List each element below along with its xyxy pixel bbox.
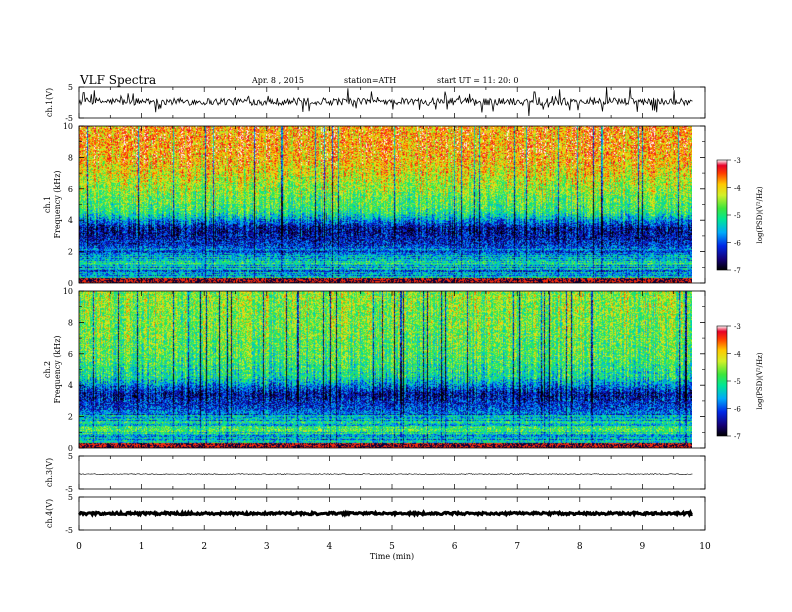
ch1-waveform-ytick-label: -5 bbox=[65, 114, 73, 123]
ch4-waveform-ytick-label: -5 bbox=[65, 526, 73, 535]
ch2-spectrogram-ytick-label: 4 bbox=[68, 381, 73, 390]
ch1-spectrogram-colorbar-tick-label: -3 bbox=[734, 157, 741, 165]
date-label: Apr. 8 , 2015 bbox=[251, 76, 304, 85]
time-tick-label: 7 bbox=[514, 542, 520, 552]
ch1-spectrogram-ytick-label: 0 bbox=[68, 279, 73, 288]
ch3-waveform-panel: 5 -5 ch.3(V) bbox=[45, 452, 706, 494]
time-tick-label: 2 bbox=[201, 542, 207, 552]
ch2-spectrogram-raster bbox=[79, 291, 692, 448]
time-tick-label: 4 bbox=[327, 542, 333, 552]
ch4-waveform-ylabel: ch.4(V) bbox=[45, 499, 54, 528]
ch1-spectrogram-ylabel: Frequency (kHz) bbox=[53, 170, 62, 238]
ch2-spectrogram-ytick-label: 0 bbox=[68, 444, 73, 453]
ch2-spectrogram-colorbar-scale bbox=[716, 325, 728, 437]
ch2-spectrogram-colorbar: -3 -4 -5 -6 -7 log(PSD)(V²/Hz) bbox=[716, 323, 764, 441]
ch1-spectrogram-colorbar-label: log(PSD)(V²/Hz) bbox=[756, 186, 764, 243]
ch2-spectrogram-colorbar-tick-label: -4 bbox=[734, 351, 741, 359]
ch1-spectrogram-colorbar-tick-label: -6 bbox=[734, 240, 741, 248]
time-tick-label: 3 bbox=[264, 542, 270, 552]
ch2-spectrogram-colorbar-label: log(PSD)(V²/Hz) bbox=[756, 352, 764, 409]
ch1-waveform-trace bbox=[78, 86, 693, 117]
ch1-spectrogram-raster bbox=[79, 126, 692, 283]
ch2-spectrogram-ytick-label: 2 bbox=[68, 413, 73, 422]
start-ut-label: start UT = 11: 20: 0 bbox=[437, 76, 518, 85]
ch1-spectrogram-panel: 0 2 4 6 8 10 ch.1 Frequency (kHz) bbox=[43, 122, 706, 288]
ch2-spectrogram-ytick-label: 10 bbox=[63, 287, 73, 296]
ch1-spectrogram-ytick-label: 8 bbox=[68, 153, 73, 162]
ch4-waveform-panel: 5 -5 ch.4(V) bbox=[45, 493, 706, 535]
ch2-spectrogram-colorbar-tick-label: -3 bbox=[734, 323, 741, 331]
station-label: station=ATH bbox=[344, 76, 396, 85]
time-tick-label: 10 bbox=[699, 542, 711, 552]
time-axis: 0 1 2 3 4 5 6 7 8 9 10 Time (min) bbox=[76, 542, 711, 561]
ch2-spectrogram-ytick-label: 8 bbox=[68, 318, 73, 327]
time-tick-label: 5 bbox=[389, 542, 395, 552]
ch2-spectrogram-colorbar-tick-label: -7 bbox=[734, 433, 741, 441]
time-axis-label: Time (min) bbox=[370, 552, 414, 561]
ch1-spectrogram-colorbar-tick-label: -4 bbox=[734, 185, 741, 193]
ch1-waveform-panel: 5 -5 ch.1(V) bbox=[45, 83, 706, 123]
time-tick-label: 6 bbox=[452, 542, 458, 552]
ch4-waveform-trace bbox=[77, 508, 693, 518]
ch3-waveform-trace bbox=[78, 473, 693, 475]
ch4-waveform-ytick-label: 5 bbox=[68, 493, 73, 502]
ch1-spectrogram-colorbar: -3 -4 -5 -6 -7 log(PSD)(V²/Hz) bbox=[716, 157, 764, 275]
ch1-spectrogram-ytick-label: 2 bbox=[68, 248, 73, 257]
time-tick-label: 1 bbox=[139, 542, 145, 552]
time-tick-label: 0 bbox=[76, 542, 82, 552]
ch2-spectrogram-panel: 0 2 4 6 8 10 ch.2 Frequency (kHz) bbox=[43, 287, 706, 453]
ch1-waveform-ytick-label: 5 bbox=[68, 83, 73, 92]
ch1-spectrogram-colorbar-scale bbox=[716, 159, 728, 271]
time-tick-label: 8 bbox=[577, 542, 583, 552]
ch1-waveform-ylabel: ch.1(V) bbox=[45, 88, 54, 117]
ch3-waveform-ylabel: ch.3(V) bbox=[45, 458, 54, 487]
ch1-spectrogram-ytick-label: 4 bbox=[68, 216, 73, 225]
ch1-spectrogram-ylabel-channel: ch.1 bbox=[43, 196, 52, 213]
ch1-spectrogram-colorbar-tick-label: -7 bbox=[734, 267, 741, 275]
colorbars-group: -3 -4 -5 -6 -7 log(PSD)(V²/Hz) -3 -4 -5 -6 -7 log(P… bbox=[716, 157, 764, 441]
figure-title: VLF Spectra bbox=[79, 73, 156, 87]
ch1-spectrogram-ytick-label: 6 bbox=[68, 185, 73, 194]
ch1-spectrogram-ytick-label: 10 bbox=[63, 122, 73, 131]
ch2-spectrogram-colorbar-tick-label: -6 bbox=[734, 406, 741, 414]
ch2-spectrogram-ylabel-channel: ch.2 bbox=[43, 361, 52, 378]
ch3-waveform-ytick-label: 5 bbox=[68, 452, 73, 461]
ch2-spectrogram-colorbar-tick-label: -5 bbox=[734, 378, 741, 386]
ch2-spectrogram-ytick-label: 6 bbox=[68, 350, 73, 359]
ch3-waveform-ytick-label: -5 bbox=[65, 485, 73, 494]
ch1-spectrogram-colorbar-tick-label: -5 bbox=[734, 212, 741, 220]
ch2-spectrogram-ylabel: Frequency (kHz) bbox=[53, 335, 62, 403]
time-tick-label: 9 bbox=[640, 542, 646, 552]
